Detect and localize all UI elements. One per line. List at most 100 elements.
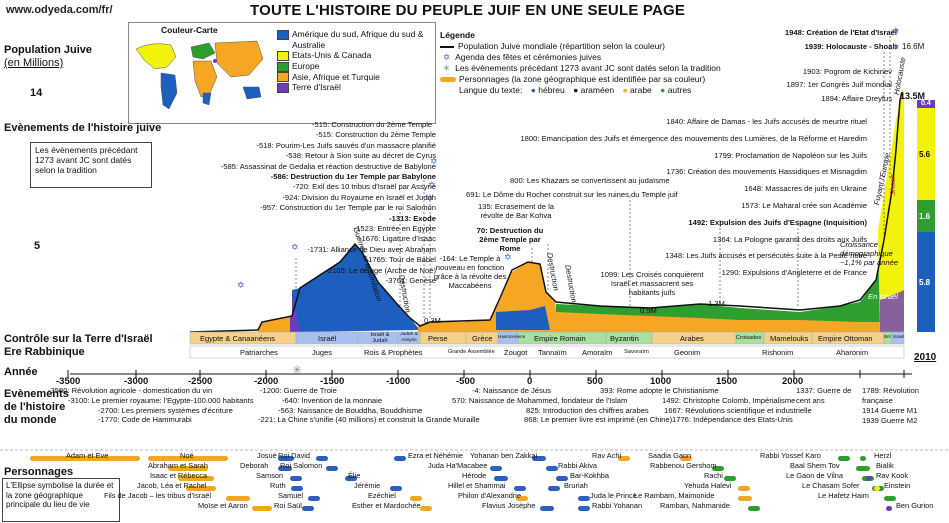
person-saul[interactable]: Roi Saül (274, 501, 302, 510)
person-judah-prince[interactable]: Juda le Prince (590, 491, 637, 500)
event-item[interactable]: -538: Retour à Sion suite au décret de C… (285, 151, 436, 161)
person-joshua[interactable]: Josué (257, 451, 277, 460)
event-item[interactable]: -1676: Ligature d'Isaac (358, 234, 436, 244)
person-noah[interactable]: Noé (180, 451, 194, 460)
event-item[interactable]: -924: Division du Royaume en Israël et J… (282, 192, 436, 202)
world-event[interactable]: -2700: Les premiers systèmes d'écriture (98, 405, 233, 415)
event-item[interactable]: 1348: Les Juifs accusés et persécutés su… (665, 251, 867, 261)
world-event[interactable]: 570: Naissance de Mohammed, fondateur de… (452, 395, 628, 405)
world-event[interactable]: 868: Le premier livre est imprimé (en Ch… (524, 415, 673, 425)
event-item[interactable]: 1840: Affaire de Damas - les Juifs accus… (666, 117, 867, 126)
event-item[interactable]: -518: Pourim-Les Juifs sauvés d'un massa… (256, 140, 436, 150)
event-item[interactable]: -957: Construction du 1er Temple par le … (260, 203, 436, 213)
person-ramban[interactable]: Ramban, Nahmanide (660, 501, 730, 510)
person-tribes[interactable]: Fils de Jacob – les tribus d'Israël (104, 491, 211, 500)
person-samuel[interactable]: Samuel (278, 491, 304, 500)
person-maccabee[interactable]: Juda Ha'Macabee (428, 461, 488, 470)
event-item[interactable]: -1765: Tour de Babel (365, 255, 436, 265)
person-rabbi-yohanan[interactable]: Rabbi Yohanan (592, 501, 643, 510)
person-ruth[interactable]: Ruth (270, 481, 286, 490)
event-item[interactable]: 1364: La Pologne garantit des droits aux… (712, 234, 867, 244)
person-david[interactable]: Roi David (278, 451, 311, 460)
world-event[interactable]: 1667: Révolutions scientifique et indust… (664, 405, 812, 415)
world-event[interactable]: -3100: Le premier royaume: l'Egypte-100.… (68, 395, 254, 405)
event-item[interactable]: 1800: Emancipation des Juifs et émergenc… (520, 133, 867, 143)
event-item[interactable]: 1894: Affaire Dreyfus (821, 93, 892, 103)
person-josephus[interactable]: Flavius Josèphe (482, 501, 536, 510)
person-hafetz[interactable]: Le Hafetz Haim (818, 491, 869, 500)
person-gershom[interactable]: Rabbenou Gershom (650, 461, 717, 470)
person-akiva[interactable]: Rabbi Akiva (558, 461, 598, 470)
world-event-hundred-years[interactable]: 1337: Guerre de cent ans (796, 386, 852, 405)
person-karo[interactable]: Rabbi Yossef Karo (760, 451, 821, 460)
event-item[interactable]: 1290: Expulsions d'Angleterre et de Fran… (721, 268, 867, 278)
event-item[interactable]: -586: Destruction du 1er Temple par Baby… (270, 171, 436, 181)
event-item[interactable]: 1799: Proclamation de Napoléon sur les J… (714, 150, 867, 160)
person-rav-ashi[interactable]: Rav Achi (592, 451, 622, 460)
world-event[interactable]: -640: Invention de la monnaie (282, 395, 383, 405)
world-event[interactable]: -1200: Guerre de Troie (260, 386, 337, 395)
person-samson[interactable]: Samson (256, 471, 284, 480)
event-item[interactable]: -720: Exil des 10 tribus d'Israël par As… (292, 182, 436, 192)
person-esther[interactable]: Esther et Mardochée (352, 501, 421, 510)
event-item[interactable]: -585: Assassinat de Gedalia et réaction … (220, 161, 436, 171)
world-event[interactable]: -221: La Chine s'unifie (40 millions) et… (258, 415, 480, 425)
event-item[interactable]: -1523: Entrée en Egypte (353, 223, 436, 233)
world-event-ww2[interactable]: 1939 Guerre M2 (862, 416, 918, 425)
world-event[interactable]: 393: Rome adopte le Christianisme (600, 386, 719, 395)
person-ben-gurion[interactable]: Ben Gurion (896, 501, 934, 510)
world-event[interactable]: 825: Introduction des chiffres arabes (526, 405, 649, 415)
person-hillel[interactable]: Hillel et Shammai (448, 481, 506, 490)
world-event[interactable]: -563: Naissance de Bouddha, Bouddhisme (278, 405, 423, 415)
event-dome[interactable]: 691: Le Dôme du Rocher construit sur les… (466, 190, 678, 199)
world-event[interactable]: -3500: Révolution agricole - domesticati… (48, 386, 213, 395)
event-item[interactable]: 1736: Création des mouvements Hassidique… (666, 167, 868, 177)
person-philo[interactable]: Philon d'Alexandrie (458, 491, 522, 500)
event-temple2[interactable]: 70: Destruction du 2ème Temple par Rome (476, 226, 544, 253)
event-item[interactable]: -1313: Exode (389, 213, 436, 223)
person-saadia[interactable]: Saadia Gaon (648, 451, 692, 460)
person-baal-shem[interactable]: Baal Shem Tov (790, 461, 840, 470)
person-adam[interactable]: Adam et Eve (66, 451, 109, 460)
person-yohanan[interactable]: Yohanan ben Zakkai (470, 451, 538, 460)
person-jacob[interactable]: Jacob, Léa et Rachel (137, 481, 207, 490)
person-herzl[interactable]: Herzl (874, 451, 892, 460)
world-event-ww1[interactable]: 1914 Guerre M1 (862, 406, 918, 415)
person-solomon[interactable]: Roi Salomon (280, 461, 323, 470)
event-khazars[interactable]: 800: Les Khazars se convertissent au jud… (510, 176, 670, 185)
person-abraham[interactable]: Abraham et Sarah (148, 461, 208, 470)
person-rashi[interactable]: Rachi (704, 471, 723, 480)
event-item[interactable]: 1492: Expulsion des Juifs d'Espagne (Inq… (688, 217, 867, 227)
event-item[interactable]: 1939: Holocauste - Shoah (804, 42, 897, 52)
person-isaac[interactable]: Isaac et Rébecca (150, 471, 208, 480)
event-item[interactable]: -515: Construction du 2ème Temple (315, 130, 436, 139)
world-event[interactable]: -1770: Code de Hammurabi (98, 415, 192, 425)
world-event-french-revolution[interactable]: 1789: Révolution française (862, 386, 919, 405)
world-event[interactable]: 1776: Indépendance des Etats-Unis (672, 415, 793, 425)
person-halevi[interactable]: Yehuda Halevi (684, 481, 732, 490)
event-item[interactable]: 1897: 1er Congrès Juif mondial (786, 80, 892, 90)
event-bar-kohva[interactable]: 135: Ecrasement de la révolte de Bar Koh… (478, 202, 554, 220)
event-item[interactable]: 1573: Le Maharal crée son Académie (741, 200, 867, 210)
person-kook[interactable]: Rav Kook (876, 471, 909, 480)
person-vilna[interactable]: Le Gaon de Vilna (786, 471, 843, 480)
person-ezekiel[interactable]: Ezéchiel (368, 491, 396, 500)
event-item[interactable]: -1731: Alliance de Dieu avec Abraham (307, 244, 436, 254)
person-rambam[interactable]: Le Rambam, Maimonide (634, 491, 715, 500)
world-event[interactable]: -4: Naissance de Jésus (472, 386, 551, 395)
event-item[interactable]: -515: Construction du 2ème Temple (312, 120, 433, 129)
person-sofer[interactable]: Le Chasam Sofer (802, 481, 860, 490)
world-event[interactable]: 1492: Christophe Colomb, Impérialisme (662, 395, 796, 405)
event-item[interactable]: 1948: Création de l'Etat d'Israël (784, 28, 897, 37)
person-elijah[interactable]: Élie (348, 471, 361, 480)
person-einstein[interactable]: Einstein (884, 481, 911, 490)
person-deborah[interactable]: Deborah (240, 461, 269, 470)
person-bialik[interactable]: Bialik (876, 461, 894, 470)
event-maccabees[interactable]: -164: Le Temple à nouveau en fonction gr… (433, 254, 507, 290)
person-moses[interactable]: Moïse et Aaron (198, 501, 248, 510)
event-crusades[interactable]: 1099: Les Croisés conquièrent Israël et … (600, 270, 704, 297)
event-item[interactable]: -2105: Le déluge (Arche de Noé) (325, 265, 436, 275)
person-jeremiah[interactable]: Jérémie (354, 481, 381, 490)
event-item[interactable]: 1648: Massacres de juifs en Ukraine (744, 184, 867, 194)
site-url[interactable]: www.odyeda.com/fr/ (6, 4, 113, 16)
